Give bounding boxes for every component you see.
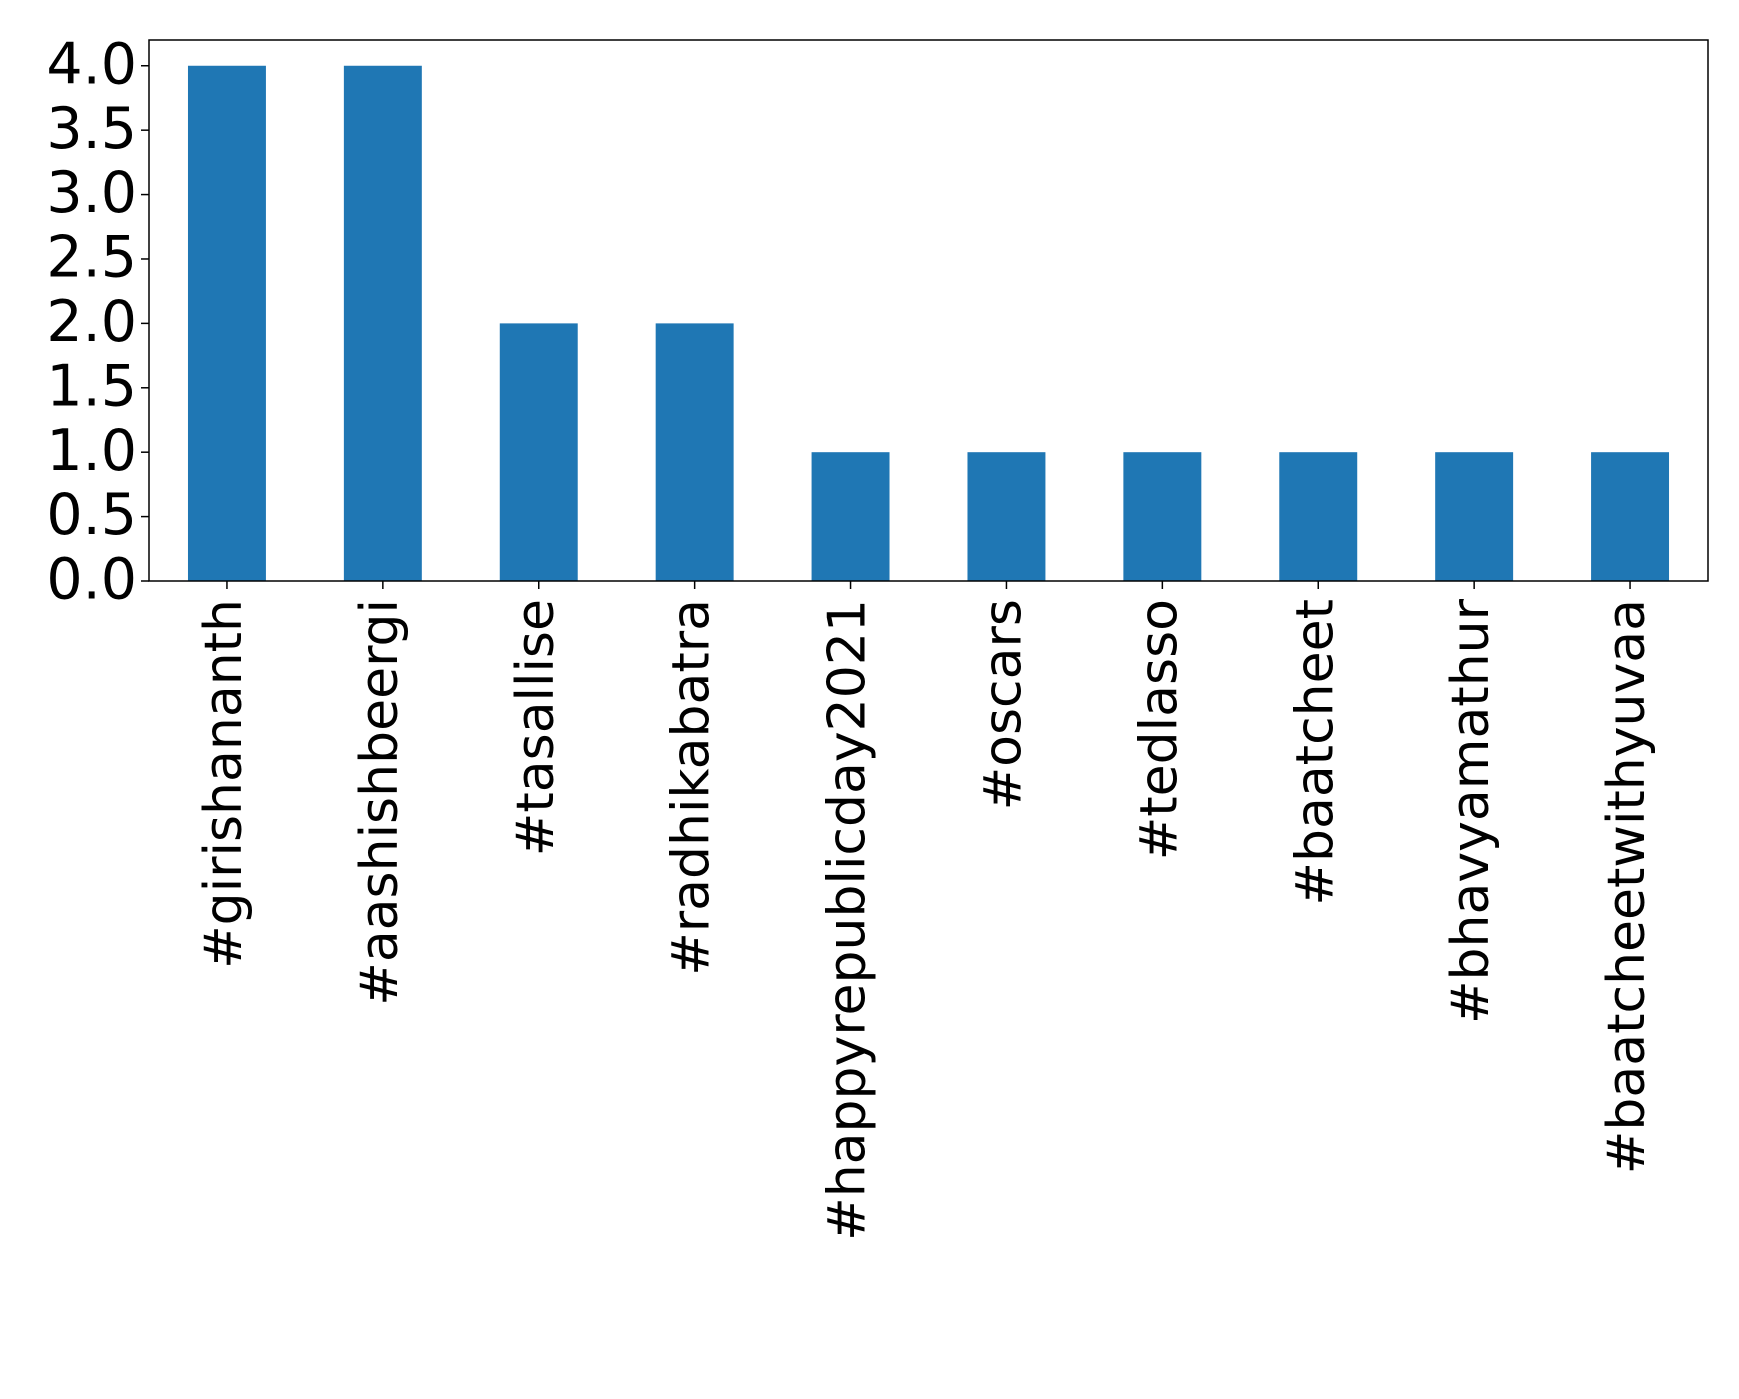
bar [1435,452,1514,581]
x-tick-label: #tasallise [506,599,566,856]
bar [655,323,734,581]
x-tick-label: #radhikabatra [662,599,722,976]
bar [499,323,578,581]
y-tick-label: 4.0 [46,31,137,97]
y-tick-label: 3.0 [46,160,137,226]
bar [1591,452,1670,581]
x-tick-label: #girishananth [194,599,254,969]
plot-frame [148,39,1709,582]
x-tick-label: #oscars [973,599,1033,810]
bar [187,65,266,581]
x-tick-label: #tedlasso [1129,599,1189,860]
y-tick-label: 3.5 [46,96,137,162]
bar [1123,452,1202,581]
x-tick-label: #bhavyamathur [1441,598,1501,1024]
bar [811,452,890,581]
x-tick-label: #happyrepublicday2021 [818,599,878,1241]
y-tick-label: 2.5 [46,225,137,291]
x-tick-label: #aashishbeergi [350,599,410,1006]
bar [1279,452,1358,581]
bar [967,452,1046,581]
y-tick-label: 1.0 [46,418,137,484]
x-tick-label: #baatcheet [1285,599,1345,906]
y-tick-label: 2.0 [46,289,137,355]
y-tick-label: 1.5 [46,353,137,419]
y-tick-label: 0.5 [46,482,137,548]
bar [343,65,422,581]
x-tick-label: #baatcheetwithyuvaa [1597,599,1657,1174]
y-tick-label: 0.0 [46,547,137,613]
